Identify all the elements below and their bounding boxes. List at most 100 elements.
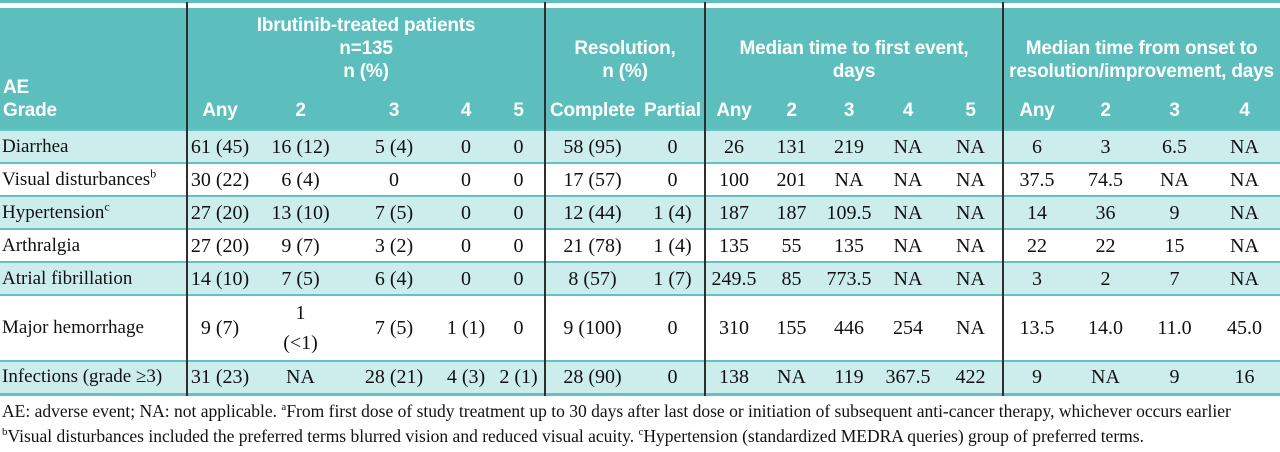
table-cell: 7 (5)	[281, 267, 320, 290]
table-cell: 1 (4)	[653, 201, 692, 224]
table-cell: 28 (90)	[563, 366, 622, 389]
table-row: Infections (grade ≥3) 31 (23) NA 28 (21) 4 (…	[0, 361, 1280, 394]
footnote-marker: b	[2, 426, 8, 439]
footnotes: AE: adverse event; NA: not applicable. a…	[2, 399, 1278, 449]
table-cell: 2 (1)	[499, 366, 538, 389]
row-label-text: Infections (grade ≥3)	[2, 366, 163, 388]
table-cell: 155	[776, 317, 807, 339]
table-cell: 0	[461, 234, 471, 257]
table-cell: 119	[834, 366, 864, 389]
subcolumn-header: Complete	[550, 100, 635, 121]
table-cell: NA	[956, 168, 985, 191]
table-cell: 3 (2)	[374, 234, 414, 257]
table-row: Major hemorrhage 9 (7) 1 (<1) 7 (5) 1 (1) 0 9 …	[0, 295, 1280, 361]
table-cell: 17 (57)	[563, 168, 622, 191]
table-cell: 0	[667, 317, 678, 339]
table-cell: NA	[893, 267, 923, 290]
table-cell: 0	[461, 135, 471, 158]
row-label-footnote-marker: b	[150, 166, 157, 181]
table-cell: 1 (<1)	[283, 302, 318, 354]
group-title-line: n (%)	[602, 61, 648, 82]
group-title-line: n=135	[339, 38, 393, 59]
row-label-text: Arthralgia	[2, 234, 81, 256]
subcolumn-header: Any	[1019, 100, 1055, 121]
table-cell: 6	[1032, 135, 1042, 158]
table-cell: NA	[893, 234, 923, 257]
table-cell: NA	[956, 267, 985, 290]
table-cell: NA	[1230, 201, 1259, 224]
row-label: Visual disturbancesb	[0, 163, 187, 196]
table-cell: 135	[834, 234, 864, 257]
table-cell: 773.5	[826, 267, 872, 290]
row-label-text: Diarrhea	[2, 135, 69, 157]
row-label-text: Major hemorrhage	[2, 317, 144, 338]
table-cell: 6 (4)	[281, 168, 320, 191]
table-cell: NA	[956, 135, 985, 158]
row-label: Infections (grade ≥3)	[0, 361, 187, 394]
table-cell: 74.5	[1088, 168, 1123, 191]
column-group-title: Resolution, n (%)	[545, 8, 705, 84]
subcolumn-row: Any 2 3 4 5 Complete Partial Any 2 3 4 5 Any 2 3 4	[0, 84, 1280, 129]
table-cell: 13.5	[1019, 317, 1055, 339]
footnote-text: Hypertension (standardized MEDRA queries…	[643, 426, 1144, 446]
table-cell: 3	[1032, 267, 1042, 290]
table-cell: 12 (44)	[563, 201, 622, 224]
table-cell: NA	[1230, 267, 1259, 290]
table-cell: 7 (5)	[374, 201, 414, 224]
table-cell: 138	[719, 366, 749, 389]
table-cell: 422	[955, 366, 986, 389]
table-cell: 109.5	[826, 201, 872, 224]
table-cell: 9	[1169, 201, 1180, 224]
table-cell: NA	[777, 366, 806, 389]
row-label: Hypertensionc	[0, 196, 187, 229]
group-divider	[186, 2, 188, 396]
table-cell: NA	[1230, 135, 1259, 158]
table-cell: 14.0	[1088, 317, 1123, 339]
subcolumn-header: Any	[716, 100, 752, 121]
column-group-title: Ibrutinib-treated patients n=135 n (%)	[187, 8, 545, 84]
table-cell: NA	[1091, 366, 1120, 389]
table-cell: 0	[513, 201, 524, 224]
table-cell: 0	[513, 168, 524, 191]
subcolumn-header: 2	[1100, 100, 1111, 121]
table-cell: NA	[893, 201, 923, 224]
footnote-text: AE: adverse event; NA: not applicable.	[2, 401, 282, 421]
table-cell: 11.0	[1157, 317, 1192, 339]
table-cell: 85	[781, 267, 802, 290]
table-row: Visual disturbancesb 30 (22) 6 (4) 0 0 0 17 (5…	[0, 163, 1280, 196]
table-cell: 61 (45)	[190, 135, 250, 158]
footnote-marker: a	[281, 401, 287, 414]
table-cell: 15	[1164, 234, 1185, 257]
table-cell: 201	[776, 168, 807, 191]
table-header: AE Grade Ibrutinib-treated patients n=135 n …	[0, 8, 1280, 129]
column-group-title: Median time from onset to resolution/impr…	[1003, 8, 1280, 84]
group-title-line: n (%)	[343, 61, 389, 82]
table-row: Arthralgia 27 (20) 9 (7) 3 (2) 0 0 21 (78) 1 (4…	[0, 229, 1280, 262]
table-cell: 45.0	[1227, 317, 1262, 339]
footnote-line: bVisual disturbances included the prefer…	[2, 424, 1278, 449]
table-cell: 9 (7)	[281, 234, 320, 257]
subcolumn-header: 4	[460, 100, 472, 121]
row-label: Diarrhea	[0, 130, 187, 163]
corner-header-line: AE	[3, 77, 29, 98]
table-cell: NA	[956, 201, 985, 224]
table-cell: 1 (1)	[446, 317, 486, 339]
table-cell: NA	[893, 135, 923, 158]
table-cell: NA	[956, 317, 985, 339]
table-cell: 2	[1100, 267, 1111, 290]
column-group-title: Median time to first event, days	[705, 8, 1003, 84]
top-rule	[0, 0, 1280, 3]
table-cell: 219	[834, 135, 864, 158]
table-row: Hypertensionc 27 (20) 13 (10) 7 (5) 0 0 12 (44…	[0, 196, 1280, 229]
table-cell: 9 (7)	[200, 317, 240, 339]
table-cell: 187	[719, 201, 749, 224]
group-divider	[704, 2, 706, 396]
row-label: Arthralgia	[0, 229, 187, 262]
table-cell: 187	[776, 201, 807, 224]
table-cell: 22	[1095, 234, 1116, 257]
table-cell: 16	[1234, 366, 1255, 389]
group-divider	[544, 2, 546, 396]
group-title-line: Median time to first event,	[739, 38, 969, 59]
subcolumn-header: 2	[786, 100, 797, 121]
